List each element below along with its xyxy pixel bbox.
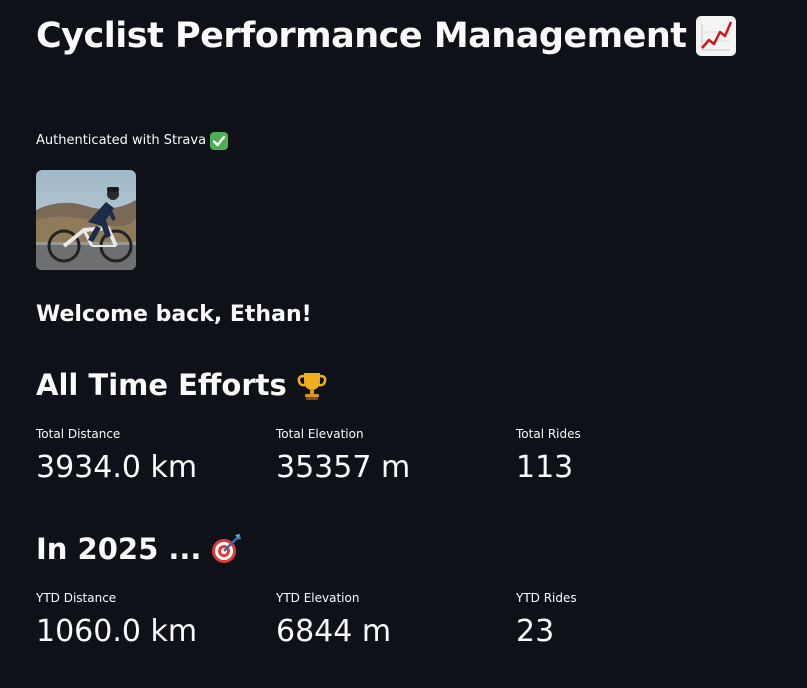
metric-total-distance: Total Distance 3934.0 km: [36, 425, 256, 489]
metric-value: 1060.0 km: [36, 614, 198, 649]
metric-ytd-elevation: YTD Elevation 6844 m: [276, 589, 496, 653]
metric-label: Total Elevation: [276, 427, 364, 441]
check-mark-icon: [210, 132, 229, 150]
metric-label: YTD Rides: [516, 591, 577, 605]
metric-value: 6844 m: [276, 614, 392, 649]
avatar: [36, 170, 136, 270]
welcome-message: Welcome back, Ethan!: [36, 302, 312, 327]
all-time-heading: All Time Efforts: [36, 364, 329, 406]
metric-label: YTD Distance: [36, 591, 117, 605]
all-time-heading-text: All Time Efforts: [36, 368, 287, 402]
metric-value: 23: [516, 614, 555, 649]
ytd-heading: In 2025 ...: [36, 528, 243, 570]
trophy-icon: [295, 368, 329, 402]
ytd-heading-text: In 2025 ...: [36, 532, 202, 566]
metric-label: Total Rides: [516, 427, 581, 441]
chart-increasing-icon: [696, 16, 737, 56]
page-title: Cyclist Performance Management: [36, 16, 687, 56]
cyclist-photo-icon: [36, 170, 136, 270]
auth-status: Authenticated with Strava: [36, 131, 229, 151]
metric-ytd-rides: YTD Rides 23: [516, 589, 736, 653]
metric-label: YTD Elevation: [276, 591, 360, 605]
metric-total-rides: Total Rides 113: [516, 425, 736, 489]
auth-status-text: Authenticated with Strava: [36, 133, 207, 148]
bullseye-dart-icon: [209, 532, 243, 566]
metric-label: Total Distance: [36, 427, 121, 441]
metric-ytd-distance: YTD Distance 1060.0 km: [36, 589, 256, 653]
metric-value: 113: [516, 450, 574, 485]
metric-total-elevation: Total Elevation 35357 m: [276, 425, 496, 489]
metric-value: 35357 m: [276, 450, 411, 485]
page-title-row: Cyclist Performance Management: [36, 10, 737, 62]
metric-value: 3934.0 km: [36, 450, 198, 485]
